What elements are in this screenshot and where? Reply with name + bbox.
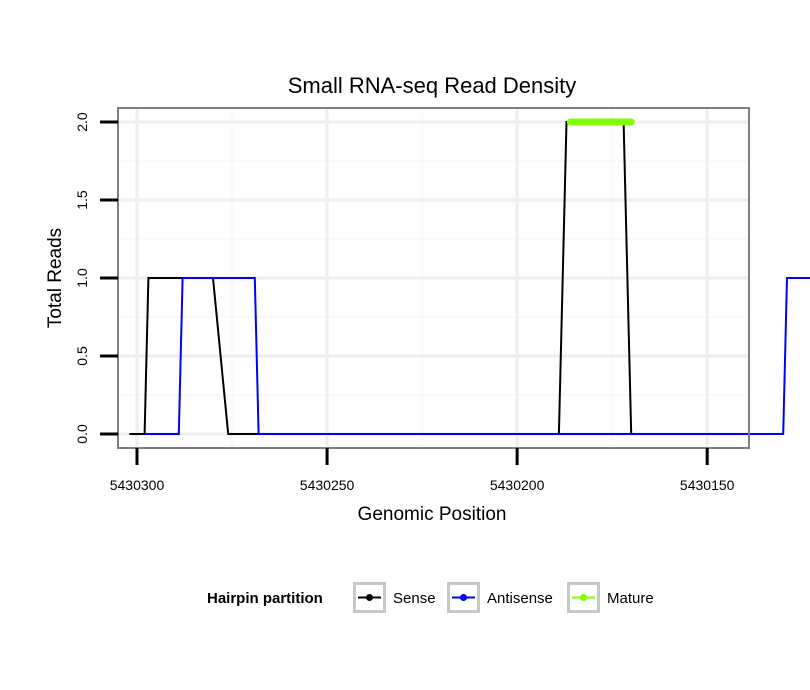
y-axis-label: Total Reads [45,228,66,328]
y-tick-label: 0.0 [74,424,90,444]
x-tick-label: 5430200 [490,477,545,493]
legend-title: Hairpin partition [207,590,323,607]
x-axis: 5430300 5430250 5430200 5430150 [110,448,735,493]
x-tick-label: 5430250 [300,477,355,493]
chart-title: Small RNA-seq Read Density [288,73,577,98]
legend-label-antisense: Antisense [487,590,553,607]
legend: Hairpin partition Sense Antisense Mature [207,582,654,613]
y-tick-label: 2.0 [74,112,90,132]
series-line-sense [129,121,742,435]
series-layer [129,118,810,435]
x-tick-label: 5430150 [680,477,735,493]
x-tick-label: 5430300 [110,477,165,493]
y-tick-label: 0.5 [74,346,90,366]
legend-label-sense: Sense [393,590,436,607]
legend-key-dot [366,594,373,601]
y-axis: 0.0 0.5 1.0 1.5 2.0 [74,112,118,444]
x-axis-label: Genomic Position [358,504,507,525]
legend-key-dot [580,594,587,601]
legend-key-dot [460,594,467,601]
legend-label-mature: Mature [607,590,654,607]
y-tick-label: 1.0 [74,268,90,288]
y-tick-label: 1.5 [74,190,90,210]
series-line-antisense [144,277,810,435]
